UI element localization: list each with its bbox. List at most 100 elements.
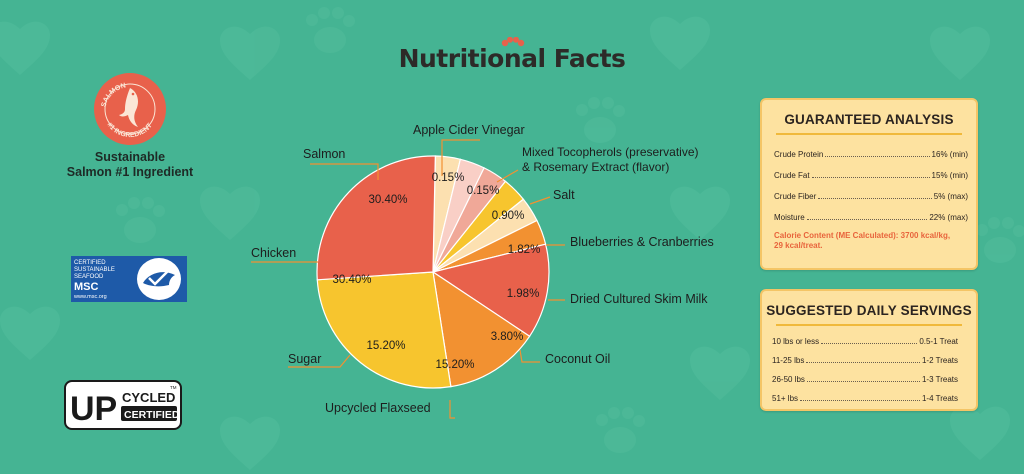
label-tocopherols: Mixed Tocopherols (preservative) & Rosem… [522, 145, 699, 175]
serving-amount: 1-2 Treats [921, 356, 958, 365]
heart-deco [200, 186, 260, 240]
upcycled-certified-logo: UP CYCLED CERTIFIED TM [64, 380, 182, 430]
msc-line2: SUSTAINABLE [74, 267, 115, 273]
pie-slice [316, 271, 452, 389]
label-vinegar: Apple Cider Vinegar [413, 123, 525, 137]
salmon-seal-badge: SALMON #1 INGREDIENT [94, 73, 166, 145]
upcycled-certified: CERTIFIED [124, 409, 180, 421]
pie-value-label: 1.82% [508, 244, 541, 256]
label-chicken: Chicken [251, 246, 297, 260]
label-blueberries: Blueberries & Cranberries [570, 235, 714, 249]
paw-deco [596, 407, 645, 453]
pie-value-label: 15.20% [435, 359, 474, 371]
serving-amount: 0.5-1 Treat [919, 337, 958, 346]
calorie-line2: 29 kcal/treat. [774, 241, 823, 250]
heart-deco [0, 21, 50, 75]
heart-deco [670, 186, 730, 240]
sustainable-caption: Sustainable Salmon #1 Ingredient [50, 150, 210, 180]
pie-value-label: 30.40% [368, 194, 407, 206]
serving-weight: 11-25 lbs [772, 356, 805, 365]
leader-line [310, 163, 379, 180]
pie-value-label: 0.15% [467, 185, 500, 197]
label-tocopherols-line2: & Rosemary Extract (flavor) [522, 160, 670, 174]
analysis-value: 15% (min) [931, 171, 968, 180]
pie-value-label: 1.98% [507, 288, 540, 300]
label-sugar: Sugar [288, 352, 322, 366]
paw-deco [576, 97, 625, 143]
serving-weight: 10 lbs or less [772, 337, 820, 346]
label-flaxseed: Upcycled Flaxseed [325, 401, 431, 415]
heart-deco [950, 406, 1010, 460]
daily-servings-title: SUGGESTED DAILY SERVINGS [766, 303, 972, 318]
sustainable-line2: Salmon #1 Ingredient [66, 165, 194, 179]
analysis-name: Moisture [774, 213, 805, 222]
heart-deco [220, 26, 280, 80]
msc-line1: CERTIFIED [74, 260, 106, 266]
upcycled-cycled: CYCLED [122, 390, 175, 405]
serving-row: 11-25 lbs 1-2 Treats [772, 356, 958, 365]
title-divider [776, 324, 962, 326]
guaranteed-analysis-card: GUARANTEED ANALYSIS Crude Protein 16% (mi… [760, 98, 978, 270]
analysis-name: Crude Protein [774, 150, 824, 159]
analysis-name: Crude Fat [774, 171, 810, 180]
heart-deco [690, 346, 750, 400]
paw-deco [116, 197, 165, 243]
serving-amount: 1-3 Treats [921, 375, 958, 384]
leader-line [496, 169, 519, 183]
label-skim-milk: Dried Cultured Skim Milk [570, 292, 708, 306]
msc-logo: CERTIFIED SUSTAINABLE SEAFOOD MSC www.ms… [71, 256, 187, 302]
serving-row: 10 lbs or less 0.5-1 Treat [772, 337, 958, 346]
msc-line4: MSC [74, 281, 99, 293]
heart-deco [220, 416, 280, 470]
sustainable-line1: Sustainable [94, 150, 166, 164]
pie-value-label: 3.80% [491, 331, 524, 343]
leader-line [529, 196, 551, 205]
analysis-row: Moisture 22% (max) [774, 213, 968, 222]
analysis-value: 5% (max) [933, 192, 968, 201]
serving-weight: 26-50 lbs [772, 375, 805, 384]
label-salmon: Salmon [303, 147, 346, 161]
guaranteed-analysis-title: GUARANTEED ANALYSIS [784, 112, 954, 127]
label-salt: Salt [553, 188, 575, 202]
serving-row: 51+ lbs 1-4 Treats [772, 394, 958, 403]
msc-fish-tick-icon [137, 258, 181, 300]
pie-slice [316, 155, 436, 281]
serving-weight: 51+ lbs [772, 394, 799, 403]
serving-row: 26-50 lbs 1-3 Treats [772, 375, 958, 384]
analysis-row: Crude Protein 16% (min) [774, 150, 968, 159]
paw-icon [501, 37, 525, 47]
calorie-line1: Calorie Content (ME Calculated): 3700 kc… [774, 231, 951, 240]
pie-value-label: 0.15% [432, 172, 465, 184]
pie-slice [431, 243, 550, 338]
heart-deco [650, 16, 710, 70]
pie-value-label: 30.40% [332, 274, 371, 286]
pie-value-label: 15.20% [366, 340, 405, 352]
heart-deco [0, 306, 60, 360]
analysis-value: 16% (min) [931, 150, 968, 159]
salmon-fish-icon [119, 88, 138, 127]
analysis-row: Crude Fiber 5% (max) [774, 192, 968, 201]
msc-line5: www.msc.org [73, 294, 107, 300]
serving-amount: 1-4 Treats [921, 394, 958, 403]
pie-slice [432, 270, 531, 388]
analysis-name: Crude Fiber [774, 192, 817, 201]
paw-deco [306, 7, 355, 53]
heart-deco [930, 26, 990, 80]
upcycled-up: UP [70, 390, 117, 428]
page-title: Nutritional Facts [0, 44, 1024, 73]
daily-servings-card: SUGGESTED DAILY SERVINGS 10 lbs or less 0… [760, 289, 978, 411]
label-tocopherols-line1: Mixed Tocopherols (preservative) [522, 145, 699, 159]
label-coconut: Coconut Oil [545, 352, 611, 366]
analysis-row: Crude Fat 15% (min) [774, 171, 968, 180]
leader-line [519, 349, 540, 363]
leader-line [288, 354, 351, 368]
analysis-value: 22% (max) [929, 213, 968, 222]
msc-line3: SEAFOOD [74, 274, 104, 280]
paw-deco [976, 217, 1024, 263]
calorie-content: Calorie Content (ME Calculated): 3700 kc… [774, 231, 950, 251]
upcycled-tm: TM [170, 385, 177, 390]
leader-line [449, 400, 455, 419]
title-divider [776, 133, 962, 135]
